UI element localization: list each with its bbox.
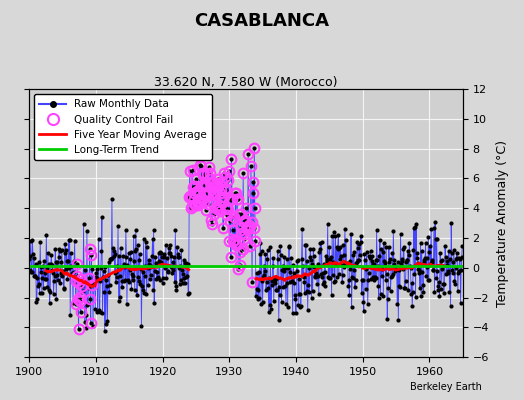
Legend: Raw Monthly Data, Quality Control Fail, Five Year Moving Average, Long-Term Tren: Raw Monthly Data, Quality Control Fail, … — [34, 94, 212, 160]
Y-axis label: Temperature Anomaly (°C): Temperature Anomaly (°C) — [496, 140, 509, 307]
Text: CASABLANCA: CASABLANCA — [194, 12, 330, 30]
Title: 33.620 N, 7.580 W (Morocco): 33.620 N, 7.580 W (Morocco) — [154, 76, 337, 89]
Text: Berkeley Earth: Berkeley Earth — [410, 382, 482, 392]
